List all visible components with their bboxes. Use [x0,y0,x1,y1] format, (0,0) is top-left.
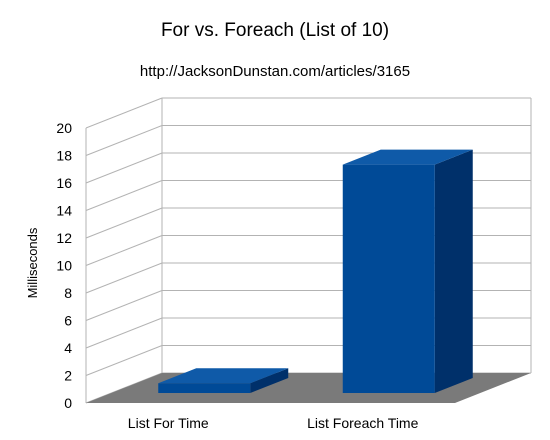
gridline-side [85,207,163,239]
bar-front-face [342,164,435,393]
gridline-side [85,235,163,266]
y-tick-labels: 0 2 4 6 8 10 12 14 16 18 20 [56,120,72,411]
chart-subtitle: http://JacksonDunstan.com/articles/3165 [139,63,411,80]
gridline-side [85,262,163,294]
y-tick-label: 14 [56,203,72,219]
bar [158,368,289,393]
bars [158,149,473,393]
bar [342,149,473,393]
bar-top-face [158,368,289,384]
gridline-side [85,152,163,184]
y-tick-label: 0 [64,395,72,411]
y-tick-label: 2 [64,368,72,384]
gridline-side [85,125,163,156]
y-tick-label: 20 [56,120,72,136]
y-tick-label: 10 [56,258,72,274]
y-tick-label: 16 [56,175,72,191]
x-tick-label: List For Time [128,415,209,431]
bar-side-face [250,368,289,393]
bar-top-face [342,149,473,165]
gridline-side [85,290,163,321]
x-tick-label: List Foreach Time [307,415,418,431]
gridline-side [85,345,163,376]
y-tick-label: 6 [64,313,72,329]
gridline-side [85,317,163,349]
y-tick-label: 4 [64,340,72,356]
y-tick-label: 8 [64,285,72,301]
gridline-side [85,180,163,211]
y-axis-label: Milliseconds [25,227,40,298]
x-tick-labels: List For Time List Foreach Time [128,415,419,431]
bar-side-face [434,149,473,393]
bar-front-face [158,383,251,393]
chart-title: For vs. Foreach (List of 10) [160,20,390,41]
y-tick-label: 12 [56,230,72,246]
gridline-side [85,97,163,129]
y-tick-label: 18 [56,148,72,164]
